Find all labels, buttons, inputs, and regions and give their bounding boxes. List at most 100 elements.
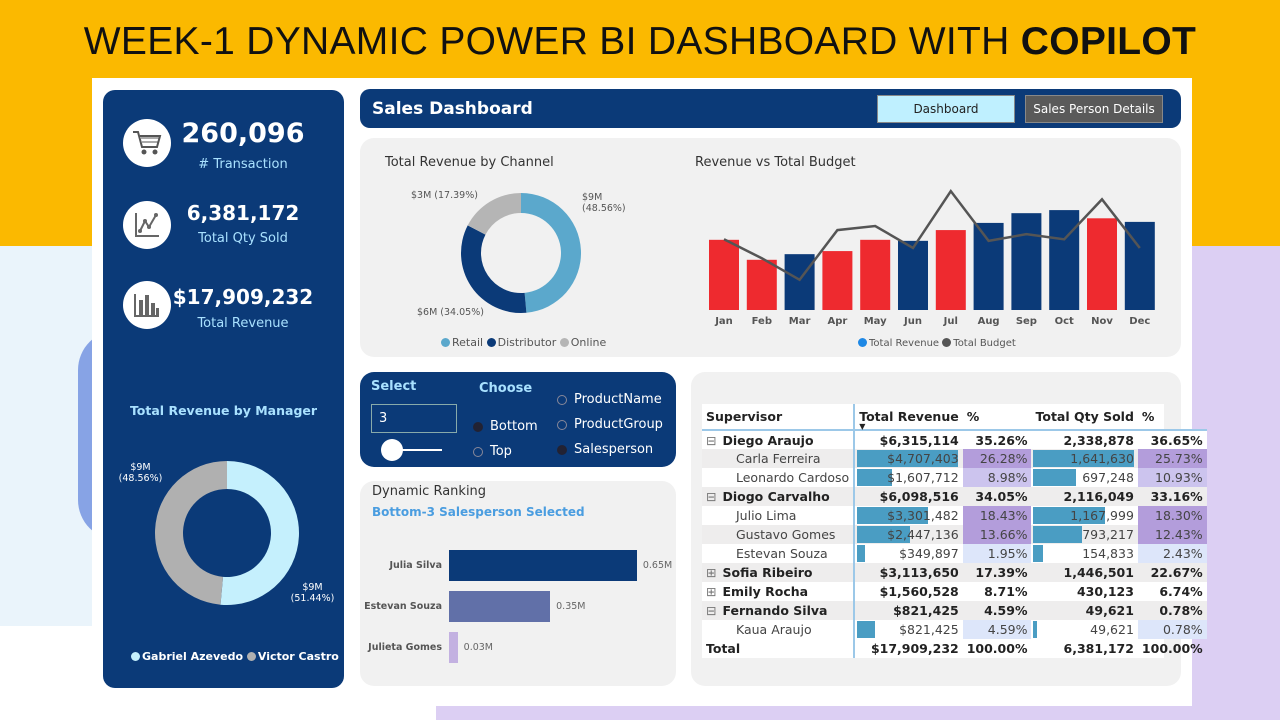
legend-gabriel[interactable]: Gabriel Azevedo [131,650,243,663]
revenue-bar-sep[interactable] [1011,213,1042,310]
revenue-bar-nov[interactable] [1087,218,1117,310]
table-row[interactable]: ⊞ Emily Rocha $1,560,528 8.71% 430,123 6.74% [702,582,1207,601]
cell-value: 100.00% [966,641,1028,656]
channel-label-retail: $9M (48.56%) [582,192,626,214]
header-label: Total Revenue [859,409,959,424]
slice-retail[interactable] [521,193,582,313]
select-label: Select [371,379,417,394]
radio-label: Top [490,444,512,459]
radio-top[interactable]: Top [473,444,512,459]
ranking-bar[interactable] [449,550,637,581]
data-bar [1033,526,1082,543]
revenue-bar-mar[interactable] [784,254,815,310]
col-qty-pct[interactable]: % [1141,409,1155,424]
kpi-qty-label: Total Qty Sold [198,231,288,246]
legend-total-revenue[interactable]: Total Revenue [858,338,939,349]
cell-value: 49,621 [1085,603,1134,618]
collapse-icon[interactable]: ⊟ [706,489,717,504]
col-total-qty[interactable]: Total Qty Sold [1035,409,1134,424]
revenue-bar-aug[interactable] [973,222,1004,310]
expand-icon[interactable]: ⊞ [706,565,717,580]
radio-productgroup[interactable]: ProductGroup [557,417,663,432]
table-row[interactable]: Julio Lima $3,301,482 18.43% 1,167,999 18.30… [702,506,1207,525]
select-number-input[interactable]: 3 [371,404,457,433]
radio-indicator [473,421,483,432]
table-row[interactable]: ⊞ Sofia Ribeiro $3,113,650 17.39% 1,446,501 2… [702,563,1207,582]
table-row[interactable]: Carla Ferreira $4,707,403 26.28% 1,641,630 2… [702,449,1207,468]
cell-value: 2,116,049 [1063,489,1134,504]
rev-cell: $821,425 [853,620,963,639]
table-row[interactable]: ⊟ Diogo Carvalho $6,098,516 34.05% 2,116,049… [702,487,1207,506]
slice-distributor[interactable] [461,225,527,313]
revenue-bar-oct[interactable] [1049,210,1080,310]
ranking-bar[interactable] [449,632,458,663]
cell-value: $2,447,136 [887,527,959,542]
revenue-bar-jul[interactable] [935,230,966,310]
select-slider-handle[interactable] [381,439,403,461]
table-row[interactable]: Estevan Souza $349,897 1.95% 154,833 2.43% [702,544,1207,563]
cell-value: 4.59% [984,603,1028,618]
qty-pct-cell: 22.67% [1138,563,1207,582]
rev-cell: $2,447,136 [853,525,963,544]
rev-cell: $3,113,650 [853,563,963,582]
data-bar [857,545,865,562]
col-supervisor[interactable]: Supervisor [706,409,783,424]
x-tick-label: Dec [1129,316,1150,327]
x-tick-label: Jan [714,316,733,327]
rev-cell: $349,897 [853,544,963,563]
ranking-data-label: 0.35M [556,601,586,612]
legend-dot [131,652,140,661]
sales-person-details-button[interactable]: Sales Person Details [1025,95,1163,123]
table-row[interactable]: Leonardo Cardoso $1,607,712 8.98% 697,248 10… [702,468,1207,487]
ranking-bar[interactable] [449,591,551,622]
slice-victor-castro[interactable] [155,461,227,605]
legend-online[interactable]: Online [559,336,607,349]
legend-retail[interactable]: Retail [441,336,483,349]
slice-gabriel-azevedo[interactable] [220,461,300,605]
radio-label: Salesperson [574,442,654,457]
revenue-bar-apr[interactable] [822,251,853,310]
collapse-icon[interactable]: ⊟ [706,432,717,448]
revenue-bar-jan[interactable] [709,239,739,310]
manager-donut-chart [155,461,300,605]
dashboard-button[interactable]: Dashboard [877,95,1015,123]
slice-online[interactable] [467,193,521,235]
radio-label: ProductGroup [574,417,663,432]
legend-victor[interactable]: Victor Castro [246,650,339,663]
qty-pct-cell: 10.93% [1137,468,1207,487]
qty-cell: 697,248 [1031,468,1137,487]
total-row[interactable]: Total $17,909,232 100.00% 6,381,172 100.00% [702,639,1207,658]
radio-productname[interactable]: ProductName [557,392,662,407]
col-total-revenue[interactable]: Total Revenue ▼ [853,404,963,431]
ranking-slicer-panel [360,372,676,467]
cell-value: 430,123 [1076,584,1134,599]
radio-salesperson[interactable]: Salesperson [557,442,653,457]
table-row[interactable]: Kaua Araujo $821,425 4.59% 49,621 0.78% [702,620,1207,639]
legend-distributor[interactable]: Distributor [486,336,556,349]
col-revenue-pct[interactable]: % [966,409,980,424]
collapse-icon[interactable]: ⊟ [706,603,717,618]
kpi-transactions-label: # Transaction [198,157,288,172]
cell-value: 154,833 [1082,546,1134,561]
radio-bottom[interactable]: Bottom [473,419,538,434]
revenue-bar-feb[interactable] [746,259,777,310]
expand-icon[interactable]: ⊞ [706,584,717,599]
table-row[interactable]: ⊟ Fernando Silva $821,425 4.59% 49,621 0.78% [702,601,1207,620]
select-slider-track[interactable] [390,449,442,451]
cell-value: 33.16% [1150,489,1203,504]
data-bar [1033,469,1076,486]
cart-icon [123,119,171,167]
budget-line[interactable] [723,188,1141,282]
x-tick-label: Nov [1091,316,1113,327]
legend-label: Online [570,336,607,349]
table-row[interactable]: Gustavo Gomes $2,447,136 13.66% 793,217 12.4… [702,525,1207,544]
table-row[interactable]: ⊟ Diego Araujo $6,315,114 35.26% 2,338,878 36… [702,430,1207,449]
cell-value: 12.43% [1155,527,1203,542]
cell-value: $3,113,650 [879,565,959,580]
qty-pct-cell: 2.43% [1137,544,1207,563]
revenue-bar-may[interactable] [860,239,891,310]
revenue-bar-jun[interactable] [898,240,928,310]
cell-value: $821,425 [899,622,959,637]
legend-total-budget[interactable]: Total Budget [942,338,1016,349]
supervisor-cell: Carla Ferreira [702,449,854,468]
